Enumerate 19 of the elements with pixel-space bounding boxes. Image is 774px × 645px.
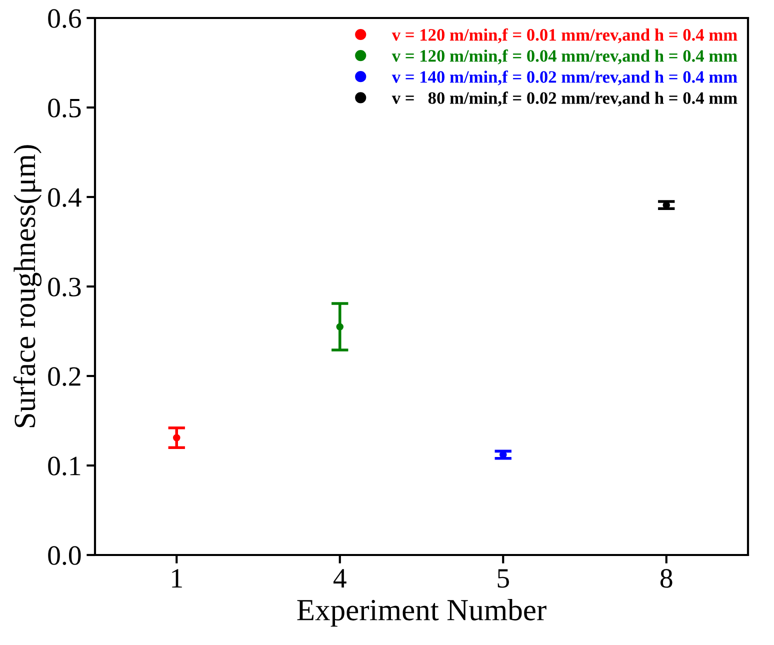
legend-label: v = 120 m/min,f = 0.04 mm/rev,and h = 0.4 mm: [392, 49, 738, 64]
y-tick-label: 0.1: [48, 456, 80, 476]
y-tick-label: 0.3: [48, 278, 81, 297]
x-axis-title: Experiment Number: [297, 598, 546, 627]
x-tick-label: 5: [498, 569, 509, 588]
y-tick-label: 0.5: [48, 98, 81, 118]
y-tick-label: 0.0: [48, 546, 81, 566]
legend-label: v = 80 m/min,f = 0.02 mm/rev,and h = 0.4 mm: [392, 92, 738, 106]
legend-label: v = 140 m/min,f = 0.02 mm/rev,and h = 0.4 mm: [392, 70, 738, 86]
y-tick-label: 0.4: [48, 188, 82, 208]
y-tick-label: 0.2: [48, 367, 80, 386]
y-axis-title: Surface roughness(μm): [13, 145, 42, 428]
x-tick-label: 4: [333, 569, 346, 588]
y-tick-label: 0.6: [48, 9, 81, 28]
x-tick-label: 8: [660, 568, 672, 588]
x-tick-label: 1: [172, 569, 182, 588]
point: [172, 434, 180, 442]
legend-label: v = 120 m/min,f = 0.01 mm/rev,and h = 0.4 mm: [392, 28, 738, 44]
point: [336, 323, 344, 330]
